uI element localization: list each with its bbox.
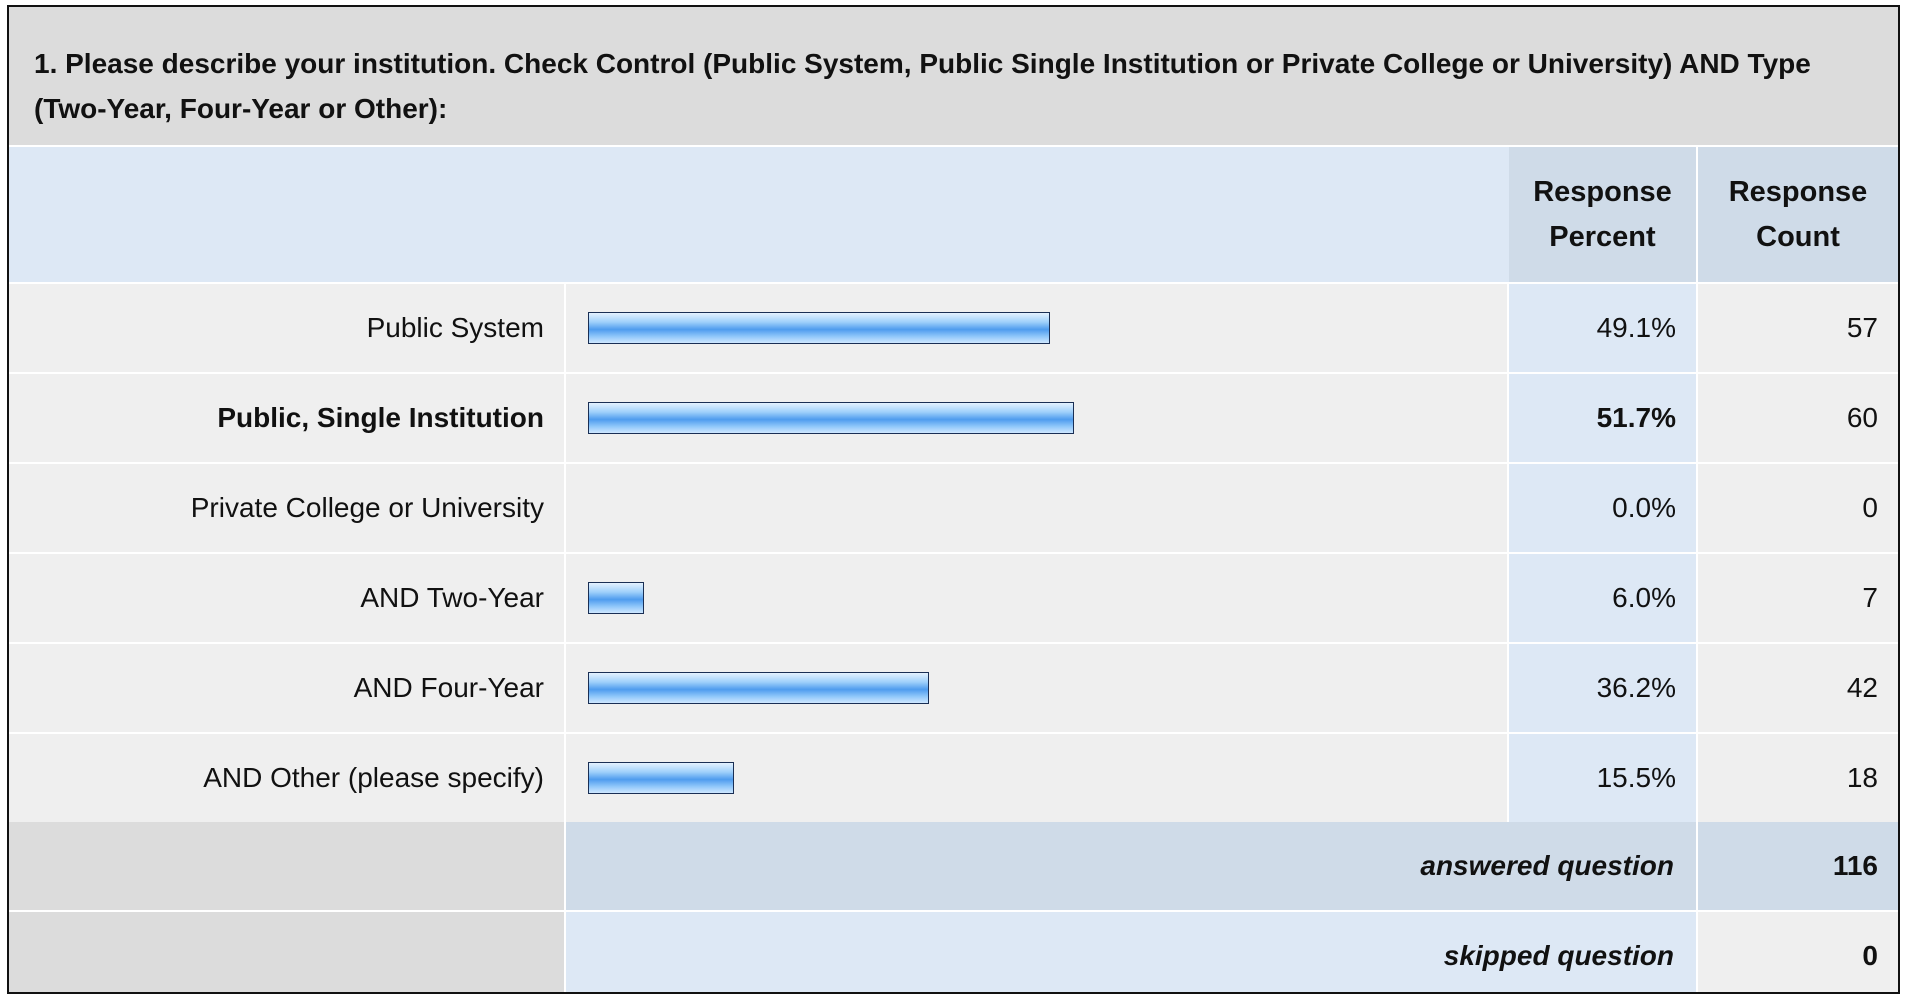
answered-summary-row: answered question 116 xyxy=(9,822,1898,910)
answer-row: Public System 49.1% 57 xyxy=(9,284,1898,372)
header-response-percent: Response Percent xyxy=(1509,147,1696,282)
response-bar xyxy=(588,672,929,704)
response-count-value: 0 xyxy=(1698,464,1898,552)
answered-question-count: 116 xyxy=(1698,822,1898,910)
answer-row: AND Two-Year 6.0% 7 xyxy=(9,554,1898,642)
answer-label: AND Four-Year xyxy=(9,644,564,732)
response-percent-value: 36.2% xyxy=(1509,644,1696,732)
response-percent-value: 51.7% xyxy=(1509,374,1696,462)
answer-row: Private College or University 0.0% 0 xyxy=(9,464,1898,552)
question-title: 1. Please describe your institution. Che… xyxy=(9,7,1898,145)
answer-label: AND Two-Year xyxy=(9,554,564,642)
bar-cell xyxy=(566,554,1507,642)
answer-label: Private College or University xyxy=(9,464,564,552)
response-count-value: 18 xyxy=(1698,734,1898,822)
response-bar xyxy=(588,582,645,614)
bar-cell xyxy=(566,464,1507,552)
response-percent-value: 15.5% xyxy=(1509,734,1696,822)
response-count-value: 60 xyxy=(1698,374,1898,462)
bar-cell xyxy=(566,644,1507,732)
answer-label: Public, Single Institution xyxy=(9,374,564,462)
response-count-value: 7 xyxy=(1698,554,1898,642)
summary-blank-cell xyxy=(9,912,564,992)
response-count-value: 57 xyxy=(1698,284,1898,372)
header-response-count: Response Count xyxy=(1698,147,1898,282)
response-percent-value: 0.0% xyxy=(1509,464,1696,552)
header-blank-cell xyxy=(9,147,1509,282)
response-bar xyxy=(588,402,1075,434)
answer-label: AND Other (please specify) xyxy=(9,734,564,822)
answer-row: Public, Single Institution 51.7% 60 xyxy=(9,374,1898,462)
bar-cell xyxy=(566,374,1507,462)
header-response-percent-label: Response Percent xyxy=(1533,175,1672,253)
response-percent-value: 6.0% xyxy=(1509,554,1696,642)
answered-question-label: answered question xyxy=(566,822,1696,910)
response-bar xyxy=(588,762,734,794)
bar-cell xyxy=(566,284,1507,372)
survey-question-panel: 1. Please describe your institution. Che… xyxy=(7,5,1900,994)
bar-cell xyxy=(566,734,1507,822)
header-response-count-label: Response Count xyxy=(1728,175,1868,253)
skipped-question-label: skipped question xyxy=(566,912,1696,992)
answer-label: Public System xyxy=(9,284,564,372)
response-percent-value: 49.1% xyxy=(1509,284,1696,372)
answer-row: AND Four-Year 36.2% 42 xyxy=(9,644,1898,732)
divider xyxy=(9,145,1898,147)
response-count-value: 42 xyxy=(1698,644,1898,732)
summary-blank-cell xyxy=(9,822,564,910)
answer-row: AND Other (please specify) 15.5% 18 xyxy=(9,734,1898,822)
skipped-summary-row: skipped question 0 xyxy=(9,912,1898,992)
response-bar xyxy=(588,312,1051,344)
skipped-question-count: 0 xyxy=(1698,912,1898,992)
